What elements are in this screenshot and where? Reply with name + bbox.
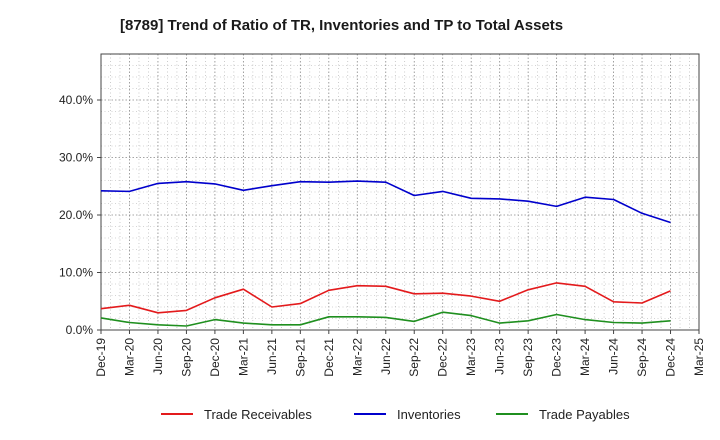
legend-label-inventories: Inventories <box>397 407 461 422</box>
x-tick-label: Sep-23 <box>521 338 535 377</box>
series-line-trade-payables <box>100 311 671 327</box>
y-tick-label: 10.0% <box>59 266 93 280</box>
x-tick-label: Mar-24 <box>578 338 592 376</box>
legend: Trade Receivables Inventories Trade Payabl… <box>161 407 630 422</box>
x-tick-label: Jun-24 <box>607 338 621 375</box>
series-line-inventories <box>100 180 671 224</box>
series-lines <box>100 180 671 327</box>
plot-frame <box>100 53 700 331</box>
y-tick-label: 0.0% <box>66 323 94 337</box>
x-tick-label: Dec-23 <box>550 338 564 377</box>
x-tick-label: Sep-22 <box>407 338 421 377</box>
grid <box>100 54 700 330</box>
x-tick-label: Mar-23 <box>464 338 478 376</box>
x-tick-label: Mar-25 <box>692 338 706 376</box>
series-line-trade-receivables <box>100 282 671 314</box>
x-tick-label: Sep-21 <box>293 338 307 377</box>
y-tick-label: 20.0% <box>59 208 93 222</box>
x-tick-label: Jun-20 <box>151 338 165 375</box>
x-tick-label: Mar-22 <box>350 338 364 376</box>
x-tick-label: Sep-20 <box>179 338 193 377</box>
y-tick-label: 40.0% <box>59 93 93 107</box>
y-tick-label: 30.0% <box>59 151 93 165</box>
x-tick-label: Dec-22 <box>436 338 450 377</box>
x-tick-label: Dec-20 <box>208 338 222 377</box>
x-tick-label: Mar-21 <box>236 338 250 376</box>
x-tick-label: Dec-21 <box>322 338 336 377</box>
x-tick-label: Jun-21 <box>265 338 279 375</box>
legend-label-trade-receivables: Trade Receivables <box>204 407 312 422</box>
x-tick-label: Mar-20 <box>122 338 136 376</box>
x-tick-label: Jun-22 <box>379 338 393 375</box>
y-axis: 0.0% 10.0% 20.0% 30.0% 40.0% <box>59 93 101 337</box>
legend-label-trade-payables: Trade Payables <box>539 407 630 422</box>
x-axis: Dec-19 Mar-20 Jun-20 Sep-20 Dec-20 Mar-21 Jun-… <box>94 330 706 377</box>
x-tick-label: Jun-23 <box>493 338 507 375</box>
x-tick-label: Sep-24 <box>635 338 649 377</box>
x-tick-label: Dec-24 <box>664 338 678 377</box>
chart-title: [8789] Trend of Ratio of TR, Inventories… <box>120 17 563 34</box>
x-tick-label: Dec-19 <box>94 338 108 377</box>
